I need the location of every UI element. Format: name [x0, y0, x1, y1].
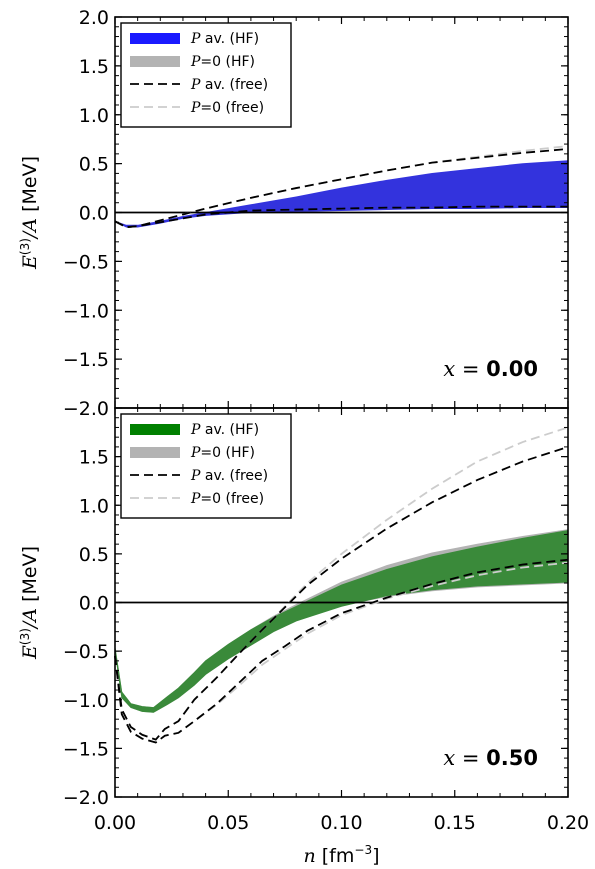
- panel-bottom-curve-pav-free-upper: [114, 446, 569, 741]
- panel-top-y-tick-label: 2.0: [79, 7, 109, 29]
- panel-bottom-legend-label: P av. (HF): [190, 422, 259, 438]
- panel-bottom-data: [114, 426, 569, 744]
- panel-top-y-tick-label: 0.0: [79, 203, 109, 225]
- panel-top-legend: P av. (HF) P=0 (HF) P av. (free) P=0 (free): [120, 22, 292, 128]
- panel-top-legend-swatch: [130, 56, 180, 67]
- x-tick-label: 0.15: [434, 812, 476, 834]
- panel-top-legend-label: P av. (free): [190, 77, 268, 93]
- x-tick-label: 0.10: [320, 812, 362, 834]
- panel-top-y-axis-label: E(3)/A [MeV]: [18, 156, 41, 270]
- panel-top-legend-label: P av. (HF): [190, 31, 259, 47]
- panel-bottom-y-tick-label: 1.5: [79, 447, 109, 469]
- panel-bottom-y-tick-label: −2.0: [63, 787, 109, 809]
- panel-bottom-curve-pav-free-lower: [114, 558, 569, 744]
- panel-bottom-y-axis-label: E(3)/A [MeV]: [18, 546, 41, 660]
- panel-top-curve-pav-free-lower: [114, 205, 568, 229]
- panel-bottom-ticks: −2.0 −1.5 −1.0 −0.5 0.0 0.5 1.0 1.5 0.00 0.05 0.10…: [63, 407, 589, 834]
- x-axis-label: n [fm−3]: [303, 843, 379, 867]
- panel-bottom-legend: P av. (HF) P=0 (HF) P av. (free) P=0 (free): [120, 413, 292, 519]
- panel-bottom-y-tick-label: 1.0: [79, 495, 109, 517]
- panel-top-ticks: −2.0 −1.5 −1.0 −0.5 0.0 0.5 1.0 1.5 2.0: [63, 7, 569, 420]
- panel-bottom-legend-label: P av. (free): [190, 468, 268, 484]
- panel-bottom-legend-swatch: [130, 424, 180, 435]
- panel-bottom-frame: [114, 407, 569, 798]
- panel-top-y-tick-label: −1.0: [63, 300, 109, 322]
- x-tick-label: 0.20: [547, 812, 589, 834]
- panel-bottom-y-tick-label: −1.0: [63, 690, 109, 712]
- panel-bottom-legend-label: P=0 (free): [190, 491, 264, 507]
- panel-top-y-tick-label: −0.5: [63, 251, 109, 273]
- panel-bottom-y-tick-label: −1.5: [63, 738, 109, 760]
- panel-top-legend-label: P=0 (free): [190, 100, 264, 116]
- panel-top-y-tick-label: 1.0: [79, 105, 109, 127]
- panel-top-y-tick-label: −1.5: [63, 349, 109, 371]
- panel-top-y-tick-label: 0.5: [79, 154, 109, 176]
- panel-top-y-tick-label: 1.5: [79, 56, 109, 78]
- panel-bottom-y-tick-label: 0.0: [79, 593, 109, 615]
- panel-bottom-y-tick-label: 0.5: [79, 544, 109, 566]
- panel-top-legend-label: P=0 (HF): [190, 54, 255, 70]
- panel-bottom-legend-swatch: [130, 447, 180, 458]
- panel-bottom-x-annotation: x = 0.50: [443, 746, 538, 770]
- panel-top: −2.0 −1.5 −1.0 −0.5 0.0 0.5 1.0 1.5 2.0 P av. (H…: [63, 7, 569, 420]
- panel-top-y-tick-label: −2.0: [63, 398, 109, 420]
- panel-top-x-annotation: x = 0.00: [443, 357, 538, 381]
- panel-bottom-y-tick-label: −0.5: [63, 641, 109, 663]
- panel-bottom: −2.0 −1.5 −1.0 −0.5 0.0 0.5 1.0 1.5 0.00 0.05 0.10…: [63, 407, 589, 834]
- x-tick-label: 0.00: [94, 812, 136, 834]
- panel-top-legend-swatch: [130, 33, 180, 44]
- x-tick-label: 0.05: [207, 812, 249, 834]
- panel-bottom-legend-label: P=0 (HF): [190, 445, 255, 461]
